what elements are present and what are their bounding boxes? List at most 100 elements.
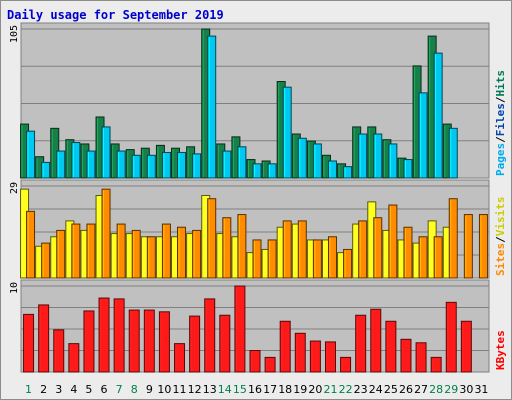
- x-tick-label: 28: [429, 383, 443, 396]
- y-max-label: 10: [9, 282, 20, 294]
- x-tick-label: 29: [444, 383, 458, 396]
- bar: [204, 298, 216, 373]
- bar: [161, 223, 171, 279]
- x-tick-label: 15: [233, 383, 247, 396]
- bar: [161, 151, 171, 179]
- x-tick-label: 23: [354, 383, 368, 396]
- bar: [355, 314, 367, 373]
- bar: [267, 163, 277, 179]
- bar: [403, 159, 413, 179]
- bar: [403, 226, 413, 279]
- bar: [279, 320, 291, 373]
- bar: [158, 311, 170, 373]
- x-tick-label: 11: [173, 383, 187, 396]
- x-tick-label: 30: [459, 383, 473, 396]
- bar: [192, 153, 202, 179]
- bar: [177, 226, 187, 279]
- x-tick-label: 6: [101, 383, 108, 396]
- bar: [86, 223, 96, 279]
- x-tick-label: 13: [203, 383, 217, 396]
- x-tick-label: 7: [116, 383, 123, 396]
- bar: [222, 217, 232, 279]
- bar: [234, 285, 246, 373]
- bar: [237, 146, 247, 179]
- bar: [68, 343, 80, 373]
- bar: [252, 163, 262, 179]
- bar: [478, 214, 488, 279]
- legend-entry: /: [494, 96, 507, 103]
- bar: [312, 143, 322, 179]
- panel-kbytes: 10 KBytes: [9, 279, 507, 373]
- legend: Sites/Visits: [494, 197, 507, 277]
- bar: [56, 150, 66, 179]
- x-tick-label: 26: [399, 383, 413, 396]
- x-tick-label: 2: [40, 383, 47, 396]
- bar: [388, 143, 398, 179]
- bar: [128, 309, 140, 373]
- bar: [26, 210, 36, 279]
- x-tick-label: 14: [218, 383, 232, 396]
- bar: [448, 198, 458, 279]
- y-max-label: 105: [9, 25, 20, 43]
- x-tick-label: 20: [308, 383, 322, 396]
- bar: [83, 310, 95, 373]
- bar: [53, 329, 65, 373]
- x-tick-label: 16: [248, 383, 262, 396]
- x-tick-label: 12: [188, 383, 202, 396]
- bar: [26, 130, 36, 179]
- legend-entry: KBytes: [494, 330, 507, 370]
- bar: [252, 239, 262, 279]
- x-tick-label: 10: [157, 383, 171, 396]
- x-tick-label: 5: [85, 383, 92, 396]
- bar: [146, 154, 156, 179]
- bar: [41, 161, 51, 179]
- bar: [294, 332, 306, 373]
- bar: [131, 154, 141, 179]
- bar: [343, 166, 353, 179]
- bar: [373, 217, 383, 279]
- bar: [373, 133, 383, 179]
- bar: [207, 35, 217, 179]
- y-max-label: 29: [9, 182, 20, 194]
- bar: [174, 343, 186, 373]
- bar: [222, 150, 232, 179]
- legend-entry: Pages: [494, 143, 507, 176]
- legend-entry: Visits: [494, 197, 507, 237]
- x-tick-label: 1: [25, 383, 32, 396]
- bar: [219, 314, 231, 373]
- bar: [116, 150, 126, 179]
- x-tick-label: 27: [414, 383, 428, 396]
- bar: [460, 320, 472, 373]
- bar: [282, 86, 292, 179]
- bar: [249, 350, 261, 373]
- bar: [388, 204, 398, 279]
- x-tick-label: 25: [384, 383, 398, 396]
- bar: [445, 301, 457, 373]
- bar: [358, 133, 368, 179]
- bar: [267, 239, 277, 279]
- bar: [98, 297, 110, 373]
- bar: [101, 126, 111, 179]
- bar: [415, 342, 427, 373]
- bar: [324, 341, 336, 373]
- bar: [463, 214, 473, 279]
- x-tick-label: 17: [263, 383, 277, 396]
- bar: [297, 137, 307, 179]
- bar: [340, 356, 352, 373]
- bar: [38, 304, 50, 373]
- bar: [56, 229, 66, 279]
- bar: [312, 239, 322, 279]
- x-tick-label: 3: [55, 383, 62, 396]
- x-tick-label: 31: [474, 383, 488, 396]
- bar: [418, 236, 428, 279]
- x-tick-label: 18: [278, 383, 292, 396]
- x-tick-label: 21: [323, 383, 337, 396]
- series-sites: [26, 188, 488, 279]
- bar: [131, 229, 141, 279]
- series-files: [26, 35, 458, 179]
- bar: [101, 188, 111, 279]
- legend: KBytes: [494, 330, 507, 370]
- bar: [343, 248, 353, 279]
